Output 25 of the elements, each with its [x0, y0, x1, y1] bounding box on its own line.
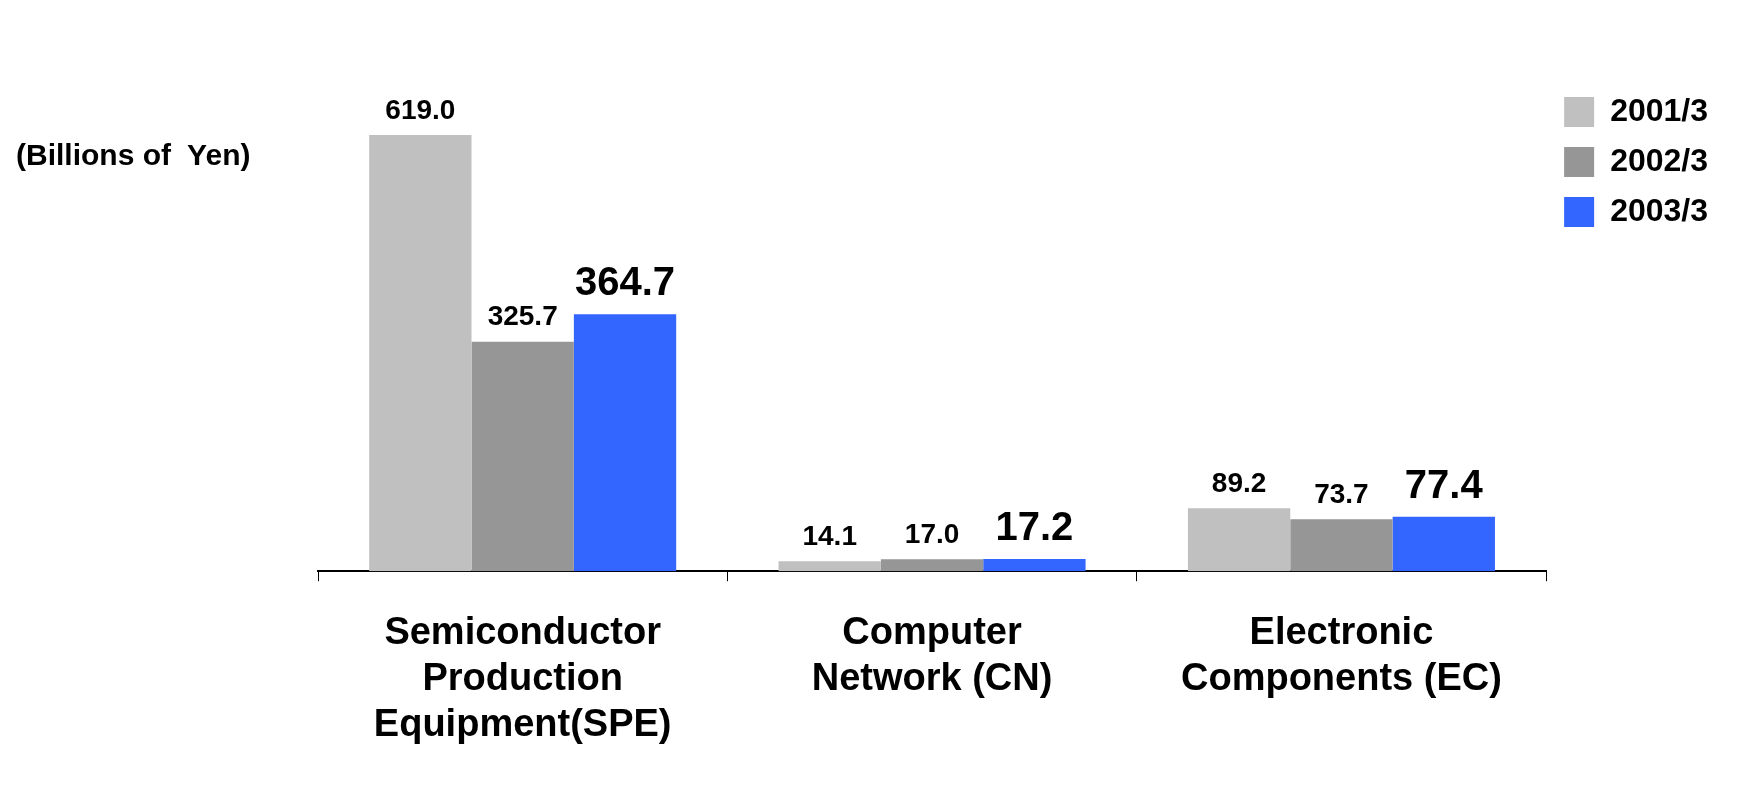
data-label: 17.0: [904, 517, 960, 549]
x-tick-label: Computer Network (CN): [811, 610, 1053, 699]
legend-label: 2001/3: [1610, 91, 1708, 128]
data-label: 619.0: [385, 93, 456, 125]
data-label: 17.2: [995, 504, 1074, 549]
bar: [880, 559, 984, 572]
data-label: 325.7: [487, 300, 558, 332]
data-label: 364.7: [574, 259, 676, 304]
bar: [983, 559, 1086, 572]
data-label: 89.2: [1211, 467, 1267, 499]
data-label: 77.4: [1404, 461, 1484, 506]
data-label: 14.1: [802, 519, 857, 551]
y-axis-title: (Billions of Yen): [16, 138, 251, 172]
legend-label: 2002/3: [1610, 141, 1708, 178]
bar: [573, 314, 677, 572]
data-label: 73.7: [1314, 477, 1369, 509]
bar: [471, 341, 574, 572]
bar: [1187, 508, 1291, 572]
x-tick-label: Semiconductor Production Equipment(SPE): [373, 610, 672, 744]
bar: [1392, 516, 1495, 572]
x-tick-label: Electronic Components (EC): [1181, 610, 1502, 699]
bar: [369, 135, 472, 572]
legend-label: 2003/3: [1610, 191, 1708, 228]
bar: [778, 561, 881, 572]
bar: [1290, 519, 1393, 572]
